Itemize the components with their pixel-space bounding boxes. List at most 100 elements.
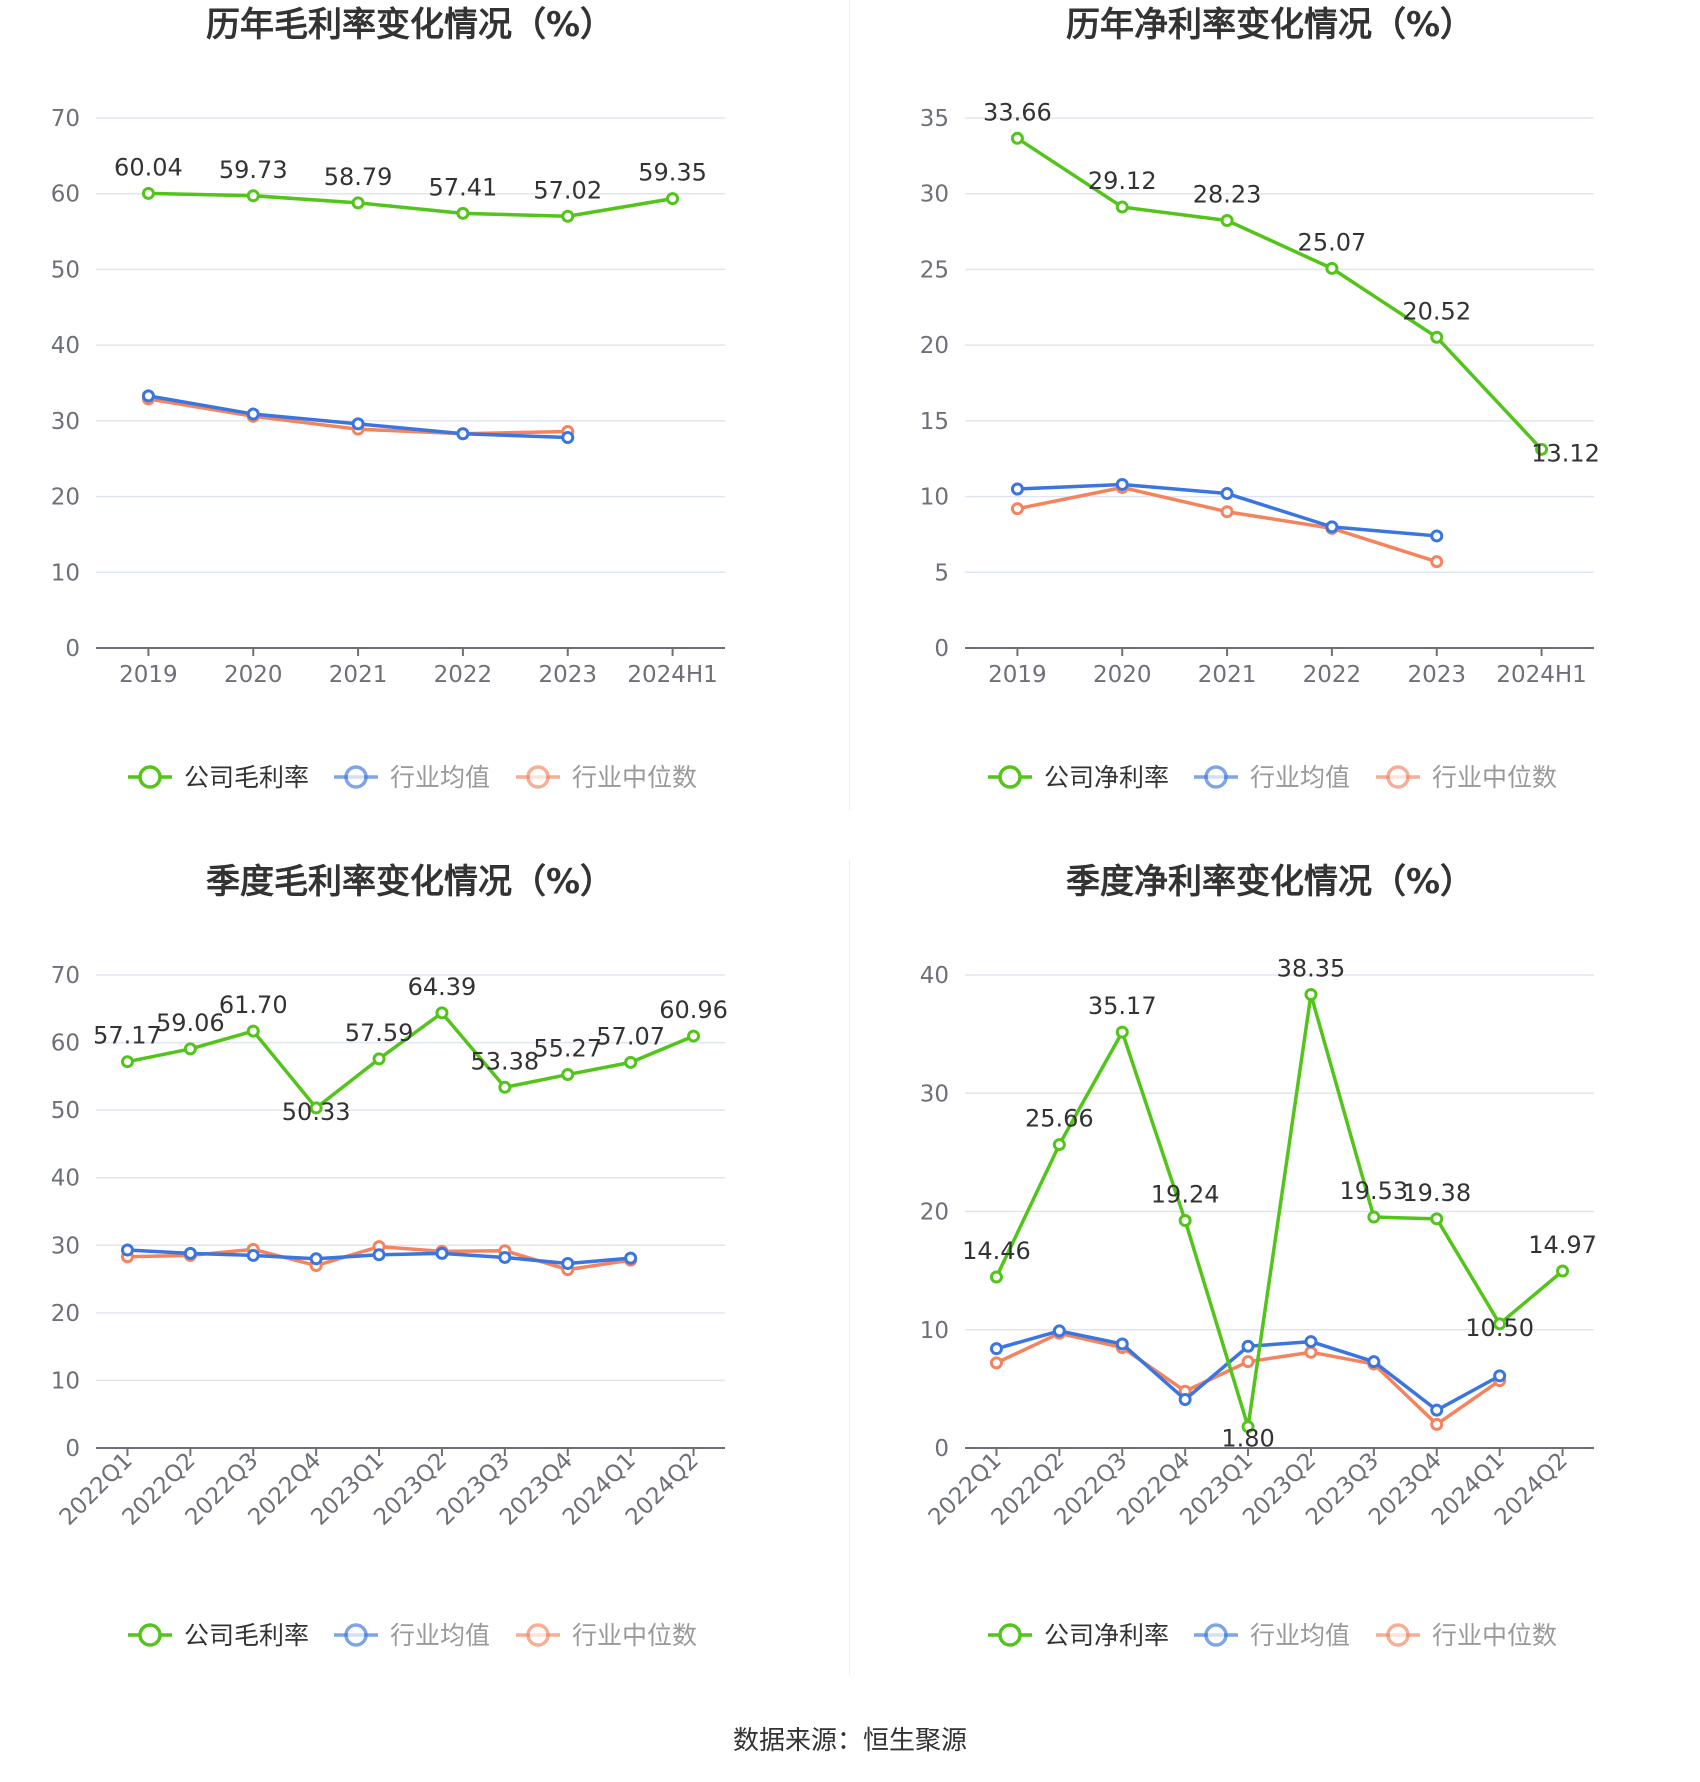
legend-circle-icon <box>344 1623 368 1647</box>
series-line-company <box>1016 136 1543 451</box>
panel-divider-bottom <box>849 860 850 1675</box>
data-point-avg <box>1115 1337 1129 1351</box>
data-point-company <box>1304 988 1318 1002</box>
y-tick-label: 0 <box>65 636 80 662</box>
y-tick-label: 20 <box>920 333 949 359</box>
data-label: 58.79 <box>324 163 393 191</box>
legend-circle-icon <box>998 1623 1022 1647</box>
y-tick-label: 10 <box>920 485 949 511</box>
data-point-median <box>1220 505 1234 519</box>
chart-title: 历年毛利率变化情况（%） <box>206 5 614 45</box>
data-point-avg <box>1430 1403 1444 1417</box>
x-tick-label: 2024H1 <box>627 662 717 688</box>
legend-label: 公司净利率 <box>1044 763 1169 792</box>
data-point-company <box>141 186 155 200</box>
chart-panel-2: 历年净利率变化情况（%） 0 5 10 15 20 25 30 35 2019 2020 2021 20… <box>920 5 1600 792</box>
legend-circle-icon <box>1386 1623 1410 1647</box>
x-tick-label: 2022 <box>1303 662 1362 688</box>
data-label: 25.66 <box>1025 1105 1094 1133</box>
legend-item-avg: 行业均值 <box>1194 763 1350 792</box>
data-label: 57.59 <box>345 1019 414 1047</box>
data-label: 35.17 <box>1088 992 1157 1020</box>
legend-circle-icon <box>1386 765 1410 789</box>
data-point-company <box>1178 1213 1192 1227</box>
data-label: 61.70 <box>219 991 288 1019</box>
data-label: 38.35 <box>1277 955 1346 983</box>
legend-circle-icon <box>526 765 550 789</box>
legend-circle-icon <box>1204 765 1228 789</box>
data-label: 59.73 <box>219 156 288 184</box>
legend-label: 行业中位数 <box>572 1621 697 1650</box>
data-point-avg <box>1220 487 1234 501</box>
data-label: 33.66 <box>983 98 1052 126</box>
y-tick-label: 5 <box>934 560 949 586</box>
y-tick-label: 50 <box>51 257 80 283</box>
legend-circle-icon <box>526 1623 550 1647</box>
legend-circle-icon <box>998 765 1022 789</box>
y-tick-label: 10 <box>920 1318 949 1344</box>
data-label: 60.04 <box>114 153 183 181</box>
data-label: 57.41 <box>429 173 498 201</box>
y-tick-label: 70 <box>51 106 80 132</box>
data-point-company <box>989 1270 1003 1284</box>
data-label: 19.24 <box>1151 1180 1220 1208</box>
data-point-avg <box>1178 1393 1192 1407</box>
legend-label: 公司毛利率 <box>184 763 309 792</box>
x-tick-label: 2021 <box>329 662 388 688</box>
data-point-company <box>1493 1317 1507 1331</box>
data-label: 20.52 <box>1402 297 1471 325</box>
data-label: 64.39 <box>408 973 477 1001</box>
data-label: 57.17 <box>93 1022 162 1050</box>
data-point-avg <box>1241 1339 1255 1353</box>
data-label: 50.33 <box>282 1098 351 1126</box>
series-line-company <box>994 992 1564 1429</box>
legend-item-avg: 行业均值 <box>1194 1621 1350 1650</box>
legend-label: 行业均值 <box>1250 1621 1350 1650</box>
data-point-avg <box>1052 1324 1066 1338</box>
data-point-company <box>1220 214 1234 228</box>
legend-label: 行业中位数 <box>572 763 697 792</box>
y-tick-label: 30 <box>51 1233 80 1259</box>
y-tick-label: 25 <box>920 257 949 283</box>
data-label: 14.46 <box>962 1237 1031 1265</box>
y-tick-label: 0 <box>934 1436 949 1462</box>
y-tick-label: 20 <box>51 1301 80 1327</box>
data-point-company <box>183 1042 197 1056</box>
data-label: 13.12 <box>1531 439 1600 467</box>
data-point-company <box>246 1024 260 1038</box>
chart-title: 历年净利率变化情况（%） <box>1066 5 1474 45</box>
panel-divider-top <box>849 0 850 810</box>
legend-item-company: 公司毛利率 <box>128 1621 309 1650</box>
x-tick-label: 2019 <box>988 662 1047 688</box>
legend-label: 行业中位数 <box>1432 1621 1557 1650</box>
legend-item-avg: 行业均值 <box>334 1621 490 1650</box>
data-point-company <box>1430 1212 1444 1226</box>
data-point-company <box>1115 200 1129 214</box>
data-point-company <box>1325 261 1339 275</box>
y-tick-label: 10 <box>51 560 80 586</box>
data-point-avg <box>1304 1335 1318 1349</box>
data-point-company <box>1556 1264 1570 1278</box>
data-point-avg <box>351 417 365 431</box>
legend-circle-icon <box>138 765 162 789</box>
data-point-avg <box>561 431 575 445</box>
legend-item-company: 公司净利率 <box>988 763 1169 792</box>
data-point-avg <box>1493 1369 1507 1383</box>
x-tick-label: 2023 <box>1407 662 1466 688</box>
data-point-avg <box>1430 529 1444 543</box>
data-point-median <box>1430 1417 1444 1431</box>
series-line-company <box>127 1011 695 1110</box>
data-point-company <box>687 1029 701 1043</box>
data-point-avg <box>1325 520 1339 534</box>
data-label: 60.96 <box>659 996 728 1024</box>
y-tick-label: 40 <box>51 1166 80 1192</box>
x-tick-label: 2019 <box>119 662 178 688</box>
legend-item-median: 行业中位数 <box>516 1621 697 1650</box>
data-point-avg <box>120 1243 134 1257</box>
data-point-company <box>561 1068 575 1082</box>
data-point-avg <box>435 1246 449 1260</box>
data-point-company <box>1241 1420 1255 1434</box>
data-point-avg <box>372 1248 386 1262</box>
data-label: 29.12 <box>1088 167 1157 195</box>
chart-title: 季度净利率变化情况（%） <box>1066 862 1474 902</box>
